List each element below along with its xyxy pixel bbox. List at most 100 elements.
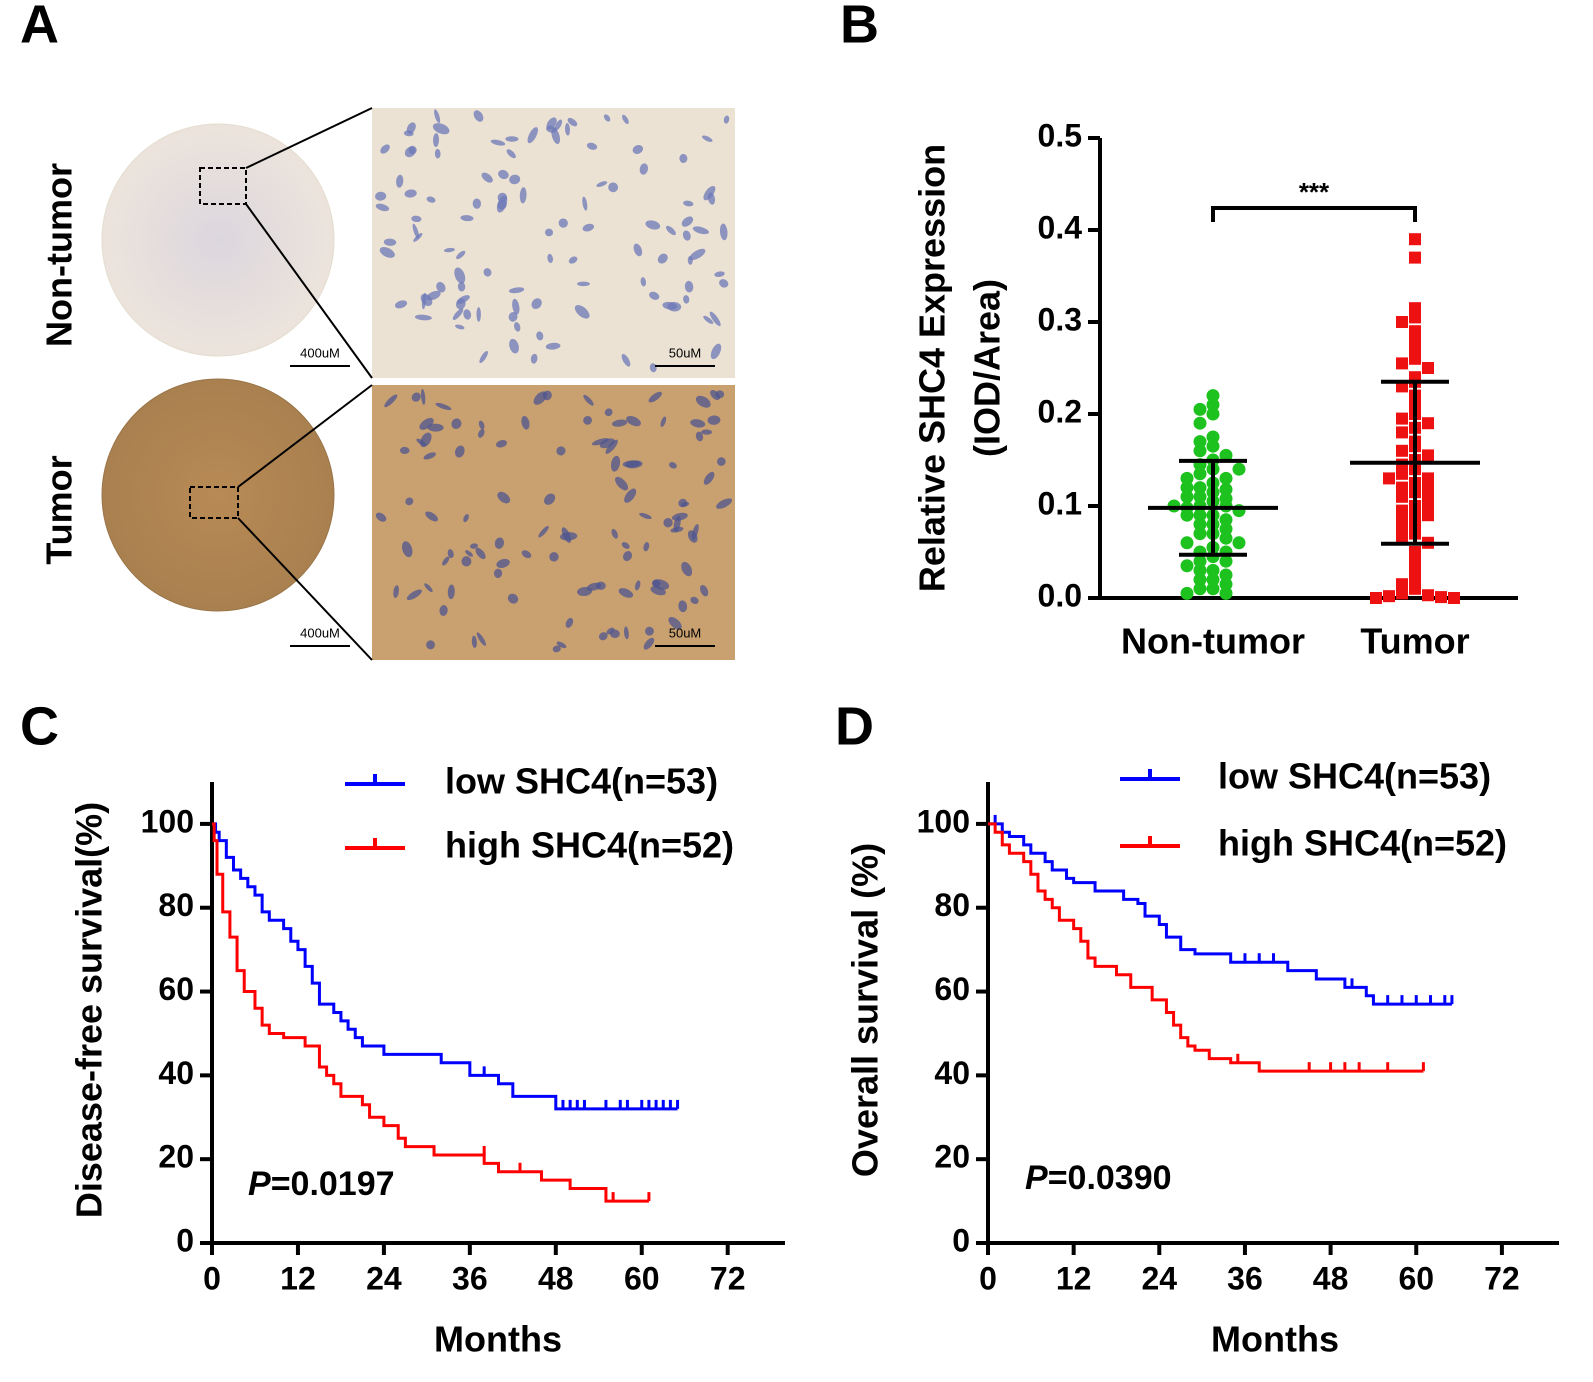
nucleus [554,119,563,131]
data-point [1193,563,1207,577]
nucleus [695,431,704,442]
nucleus [582,196,588,211]
data-point [1409,233,1421,246]
nucleus [649,291,660,300]
nucleus [426,640,435,650]
p-symbol: P [248,1165,271,1203]
nucleus [379,246,395,258]
nucleus [645,220,661,230]
data-point [1396,504,1408,517]
data-point [1193,444,1207,458]
survival-curve [988,822,1424,1073]
nucleus [700,584,709,597]
nucleus [509,338,519,354]
nucleus [424,583,433,593]
x-tick-label: 24 [1142,1260,1178,1296]
nucleus [709,311,721,327]
data-point [1219,522,1233,536]
nucleus [583,394,594,406]
y-tick-label: 60 [158,971,194,1007]
y-tick-label: 100 [141,803,194,839]
nucleus [456,295,470,304]
nucleus [434,109,441,124]
data-point [1396,481,1408,494]
nucleus [472,198,482,209]
nucleus [690,596,699,605]
nucleus [425,511,439,522]
data-point [1396,426,1408,439]
data-point [1396,578,1408,591]
y-tick-label: 60 [934,971,970,1007]
nucleus [427,423,444,432]
x-tick-label: 12 [1056,1260,1092,1296]
nucleus [663,517,673,528]
data-point [1383,590,1395,603]
nucleus [527,127,538,144]
y-tick-label: 0 [952,1222,970,1258]
nucleus [652,579,661,588]
nucleus [633,243,643,257]
y-tick-label: 40 [158,1055,194,1091]
data-point [1396,412,1408,425]
nucleus [707,415,721,425]
nucleus [716,498,733,509]
y-tick-label: 0.5 [1038,117,1082,153]
nucleus [375,203,390,212]
nucleus [470,543,478,549]
data-point [1422,417,1434,430]
nucleus [710,390,721,401]
data-point [1193,517,1207,531]
y-axis-label: (IOD/Area) [967,279,1008,457]
data-point [1193,481,1207,495]
nucleus [586,142,598,150]
p-symbol: P [1025,1159,1048,1197]
data-point [1219,471,1233,485]
data-point [1193,467,1207,481]
nucleus [648,391,662,403]
data-point [1193,490,1207,504]
data-point [1206,398,1220,412]
nucleus [455,324,465,330]
nucleus [670,526,684,533]
nucleus [717,457,726,466]
panel-letter: A [20,0,59,54]
survival-curve [212,822,678,1111]
nucleus [452,308,464,321]
nucleus [668,616,682,630]
nucleus [375,512,387,522]
nucleus [508,312,518,322]
nucleus [690,419,706,428]
nucleus [645,626,654,636]
x-tick-label: 60 [624,1260,660,1296]
nucleus [447,584,455,600]
data-point [1396,467,1408,480]
y-axis-label: Overall survival (%) [845,843,886,1177]
nucleus [420,389,426,405]
nucleus [612,419,628,427]
nucleus [703,185,716,201]
nucleus [624,488,637,503]
zoom-line [245,203,373,379]
data-point [1180,471,1194,485]
data-point [1409,582,1421,595]
significance-label: *** [1299,177,1330,207]
y-tick-label: 0.3 [1038,301,1082,337]
nucleus [447,549,454,559]
x-axis-label: Months [1211,1319,1339,1360]
data-point [1180,481,1194,495]
x-tick-label: 48 [538,1260,574,1296]
nucleus [408,145,417,155]
nucleus [632,144,644,154]
nucleus [603,114,611,122]
data-point [1219,448,1233,462]
nucleus [545,342,561,350]
data-point [1180,508,1194,522]
nucleus [596,181,608,188]
nucleus [505,136,519,142]
x-tick-label: 12 [280,1260,316,1296]
nucleus [701,429,713,435]
nucleus [665,225,676,236]
nucleus [577,281,590,287]
nucleus [621,542,630,549]
